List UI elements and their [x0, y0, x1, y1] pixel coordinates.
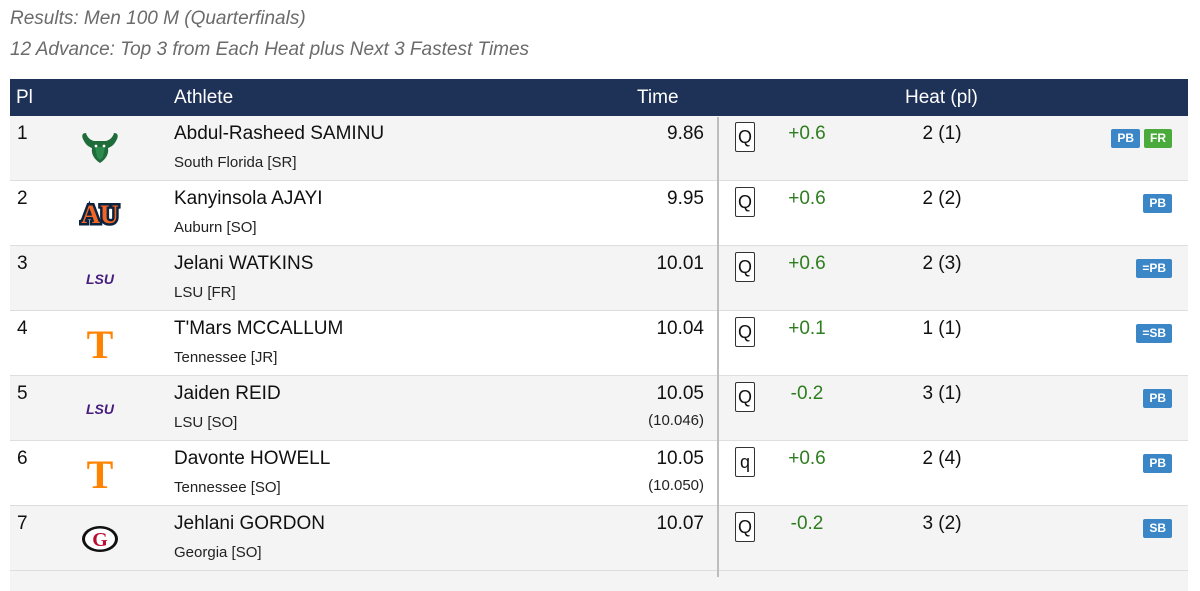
place: 3 [17, 253, 28, 274]
badge-group: PB FR [1111, 129, 1172, 148]
status-badge: =PB [1136, 259, 1172, 278]
athlete-team: Georgia [SO] [174, 544, 262, 561]
advance-rule: 12 Advance: Top 3 from Each Heat plus Ne… [10, 39, 530, 60]
athlete-name-link[interactable]: Jelani WATKINS [174, 253, 314, 274]
badge-group: PB [1143, 454, 1172, 473]
heat-place: 2 (2) [922, 188, 962, 209]
tennessee-logo: T [78, 322, 122, 367]
time-value: 10.01 [656, 253, 704, 274]
wind-value: +0.6 [788, 448, 826, 469]
athlete-team: LSU [SO] [174, 414, 238, 431]
time-value: 10.05 [656, 448, 704, 469]
georgia-logo: G [78, 517, 122, 559]
wind-value: +0.6 [788, 253, 826, 274]
column-header-athlete[interactable]: Athlete [174, 87, 234, 108]
column-header-place[interactable]: Pl [16, 87, 33, 108]
svg-text:LSU: LSU [86, 271, 115, 287]
badge-group: PB [1143, 389, 1172, 408]
column-header-heat[interactable]: Heat (pl) [905, 87, 978, 108]
status-badge: =SB [1136, 324, 1172, 343]
place: 4 [17, 318, 28, 339]
time-value: 10.07 [656, 513, 704, 534]
athlete-name-link[interactable]: Abdul-Rasheed SAMINU [174, 123, 385, 144]
results-title: Results: Men 100 M (Quarterfinals) [10, 8, 306, 29]
status-badge: PB [1111, 129, 1140, 148]
athlete-team: LSU [FR] [174, 284, 236, 301]
table-body: 1 Abdul-Rasheed SAMINU South Florida [SR]… [10, 116, 1188, 571]
column-header-time[interactable]: Time [637, 87, 679, 108]
qualifier-box: Q [735, 317, 755, 347]
time-value: 10.04 [656, 318, 704, 339]
svg-text:T: T [87, 322, 114, 364]
place: 1 [17, 123, 28, 144]
table-row: 4 T T'Mars MCCALLUM Tennessee [JR] 10.04 Q +… [10, 311, 1188, 376]
wind-value: -0.2 [790, 383, 824, 404]
time-value: 9.95 [667, 188, 704, 209]
svg-text:G: G [92, 529, 108, 551]
svg-text:AU: AU [81, 200, 119, 229]
usf-bull-logo [78, 127, 122, 169]
time-precise: (10.046) [648, 412, 704, 429]
athlete-team: Auburn [SO] [174, 219, 257, 236]
time-value: 9.86 [667, 123, 704, 144]
badge-group: SB [1143, 519, 1172, 538]
table-row: 7 G Jehlani GORDON Georgia [SO] 10.07 Q -0.2… [10, 506, 1188, 571]
heat-place: 1 (1) [922, 318, 962, 339]
athlete-team: South Florida [SR] [174, 154, 297, 171]
status-badge: PB [1143, 389, 1172, 408]
table-row: 5 LSU Jaiden REID LSU [SO] 10.05 (10.046) Q -… [10, 376, 1188, 441]
table-row: 6 T Davonte HOWELL Tennessee [SO] 10.05 (10… [10, 441, 1188, 506]
time-value: 10.05 [656, 383, 704, 404]
results-table: Pl Athlete Time Heat (pl) 1 Abdul-Rashee… [10, 79, 1188, 591]
status-badge: SB [1143, 519, 1172, 538]
lsu-logo: LSU [78, 257, 122, 299]
svg-text:LSU: LSU [86, 401, 115, 417]
athlete-team: Tennessee [JR] [174, 349, 278, 366]
place: 2 [17, 188, 28, 209]
athlete-name-link[interactable]: Davonte HOWELL [174, 448, 331, 469]
status-badge: PB [1143, 454, 1172, 473]
heat-place: 3 (1) [922, 383, 962, 404]
tennessee-logo: T [78, 452, 122, 497]
place: 6 [17, 448, 28, 469]
place: 5 [17, 383, 28, 404]
table-row: 3 LSU Jelani WATKINS LSU [FR] 10.01 Q +0.6 2 … [10, 246, 1188, 311]
badge-group: PB [1143, 194, 1172, 213]
table-row: 1 Abdul-Rasheed SAMINU South Florida [SR]… [10, 116, 1188, 181]
qualifier-box: Q [735, 252, 755, 282]
qualifier-box: q [735, 447, 755, 477]
qualifier-box: Q [735, 512, 755, 542]
wind-value: -0.2 [790, 513, 824, 534]
auburn-logo: AU [78, 192, 122, 234]
heat-place: 2 (4) [922, 448, 962, 469]
athlete-name-link[interactable]: Jehlani GORDON [174, 513, 325, 534]
athlete-name-link[interactable]: T'Mars MCCALLUM [174, 318, 344, 339]
heat-place: 3 (2) [922, 513, 962, 534]
status-badge: FR [1144, 129, 1172, 148]
time-precise: (10.050) [648, 477, 704, 494]
table-row-partial [10, 571, 1188, 591]
athlete-name-link[interactable]: Jaiden REID [174, 383, 281, 404]
heat-place: 2 (3) [922, 253, 962, 274]
badge-group: =PB [1136, 259, 1172, 278]
qualifier-box: Q [735, 122, 755, 152]
column-divider [717, 117, 719, 577]
athlete-name-link[interactable]: Kanyinsola AJAYI [174, 188, 323, 209]
table-row: 2 AU Kanyinsola AJAYI Auburn [SO] 9.95 Q +0.… [10, 181, 1188, 246]
svg-text:T: T [87, 452, 114, 494]
wind-value: +0.6 [788, 188, 826, 209]
lsu-logo: LSU [78, 387, 122, 429]
status-badge: PB [1143, 194, 1172, 213]
athlete-team: Tennessee [SO] [174, 479, 281, 496]
qualifier-box: Q [735, 382, 755, 412]
wind-value: +0.6 [788, 123, 826, 144]
heat-place: 2 (1) [922, 123, 962, 144]
table-header: Pl Athlete Time Heat (pl) [10, 79, 1188, 116]
qualifier-box: Q [735, 187, 755, 217]
place: 7 [17, 513, 28, 534]
badge-group: =SB [1136, 324, 1172, 343]
wind-value: +0.1 [788, 318, 826, 339]
